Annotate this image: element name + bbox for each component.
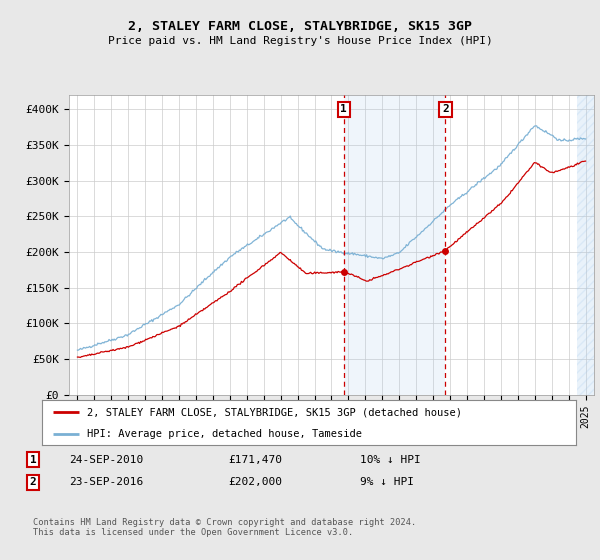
Bar bbox=[344, 95, 445, 395]
Text: £171,470: £171,470 bbox=[228, 455, 282, 465]
Text: £202,000: £202,000 bbox=[228, 477, 282, 487]
Text: 2: 2 bbox=[29, 477, 37, 487]
Text: Contains HM Land Registry data © Crown copyright and database right 2024.
This d: Contains HM Land Registry data © Crown c… bbox=[33, 518, 416, 538]
Text: 24-SEP-2010: 24-SEP-2010 bbox=[69, 455, 143, 465]
Text: 9% ↓ HPI: 9% ↓ HPI bbox=[360, 477, 414, 487]
Text: 10% ↓ HPI: 10% ↓ HPI bbox=[360, 455, 421, 465]
Text: 2, STALEY FARM CLOSE, STALYBRIDGE, SK15 3GP: 2, STALEY FARM CLOSE, STALYBRIDGE, SK15 … bbox=[128, 20, 472, 32]
Text: 1: 1 bbox=[340, 105, 347, 114]
Text: HPI: Average price, detached house, Tameside: HPI: Average price, detached house, Tame… bbox=[88, 429, 362, 439]
Text: 23-SEP-2016: 23-SEP-2016 bbox=[69, 477, 143, 487]
Bar bbox=[577, 95, 594, 395]
Text: Price paid vs. HM Land Registry's House Price Index (HPI): Price paid vs. HM Land Registry's House … bbox=[107, 36, 493, 46]
Text: 1: 1 bbox=[29, 455, 37, 465]
Text: 2, STALEY FARM CLOSE, STALYBRIDGE, SK15 3GP (detached house): 2, STALEY FARM CLOSE, STALYBRIDGE, SK15 … bbox=[88, 408, 463, 418]
Text: 2: 2 bbox=[442, 105, 449, 114]
